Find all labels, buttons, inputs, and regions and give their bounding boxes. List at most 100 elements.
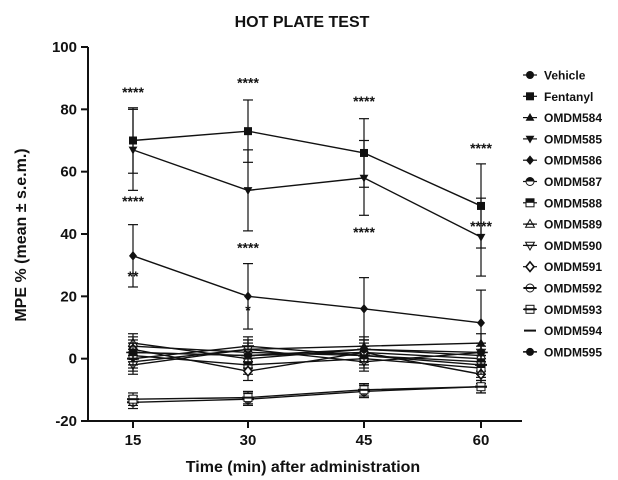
legend-marker (525, 198, 535, 208)
data-point (476, 233, 486, 242)
series-line (132, 348, 482, 375)
data-point (360, 304, 368, 314)
legend-marker (525, 113, 535, 121)
significance-annotations: **************************** ******* (122, 75, 492, 319)
y-tick-label: 0 (69, 351, 77, 368)
series-omdm595 (126, 339, 488, 366)
significance-label: **** (353, 93, 375, 109)
legend-label: OMDM589 (544, 218, 602, 232)
data-point (244, 127, 252, 136)
legend-item: OMDM594 (524, 324, 602, 338)
legend-item: OMDM588 (523, 196, 602, 210)
series-omdm586 (128, 224, 486, 357)
legend-item: OMDM586 (523, 154, 602, 168)
data-point (477, 318, 485, 328)
legend-label: OMDM588 (544, 196, 602, 210)
legend-label: Fentanyl (544, 90, 593, 104)
y-tick-label: 60 (60, 164, 77, 181)
significance-label: * (245, 302, 251, 318)
series-line (132, 348, 482, 357)
legend-item: OMDM593 (523, 303, 602, 317)
legend: Vehicle Fentanyl OMDM584 OMDM585 OMDM586 OMDM… (523, 69, 602, 359)
x-axis-title: Time (min) after administration (186, 459, 420, 476)
chart-title: HOT PLATE TEST (235, 14, 370, 31)
y-tick-label: 100 (52, 39, 77, 56)
legend-item: OMDM589 (523, 218, 602, 232)
series-line (132, 348, 482, 366)
legend-item: OMDM590 (523, 239, 602, 253)
data-point (242, 393, 254, 403)
significance-label: ** (128, 268, 139, 284)
data-point (474, 348, 488, 357)
data-point (358, 385, 370, 395)
legend-item: OMDM595 (523, 345, 602, 359)
legend-label: OMDM592 (544, 282, 602, 296)
series-omdm591 (127, 339, 487, 385)
legend-label: OMDM587 (544, 175, 602, 189)
data-point (129, 251, 137, 261)
series-omdm593 (127, 379, 487, 407)
series-line (132, 255, 482, 324)
series-line (132, 342, 482, 360)
series-line (132, 342, 482, 363)
series-omdm585 (128, 108, 486, 277)
data-point (359, 174, 369, 183)
y-tick-label: -20 (55, 413, 77, 430)
legend-marker (525, 177, 535, 186)
legend-label: OMDM593 (544, 303, 602, 317)
data-point (243, 187, 253, 195)
data-point (128, 146, 138, 155)
legend-item: Fentanyl (523, 90, 593, 104)
legend-marker (526, 71, 534, 79)
data-point (244, 291, 252, 302)
y-tick-label: 40 (60, 226, 77, 243)
legend-label: OMDM594 (544, 324, 602, 338)
series-line (132, 386, 482, 403)
significance-label: **** (122, 84, 144, 100)
data-point (475, 382, 487, 392)
legend-item: OMDM592 (523, 282, 602, 296)
legend-item: Vehicle (523, 69, 586, 83)
legend-marker (526, 155, 534, 165)
legend-marker (524, 218, 536, 228)
legend-marker (523, 347, 537, 356)
significance-label: **** (470, 140, 492, 156)
series-fentanyl (128, 99, 486, 249)
series-omdm592 (127, 379, 487, 410)
y-tick-label: 80 (60, 101, 77, 118)
x-tick-label: 45 (356, 432, 373, 449)
significance-label: **** (237, 240, 259, 256)
legend-label: OMDM586 (544, 154, 602, 168)
significance-label: **** (122, 193, 144, 209)
legend-marker (524, 241, 536, 252)
significance-label: **** (353, 224, 375, 240)
legend-item: OMDM591 (523, 260, 602, 274)
legend-label: OMDM584 (544, 111, 602, 125)
legend-item: OMDM584 (523, 111, 602, 125)
legend-marker (524, 260, 536, 273)
data-point (357, 345, 371, 354)
legend-item: OMDM585 (523, 132, 602, 146)
legend-marker (525, 135, 535, 144)
legend-marker (524, 283, 536, 293)
significance-label: **** (237, 75, 259, 91)
x-tick-label: 15 (125, 432, 142, 449)
series-line (132, 386, 482, 400)
y-axis-title: MPE % (mean ± s.e.m.) (13, 148, 30, 321)
legend-label: OMDM585 (544, 132, 602, 146)
series-line (132, 345, 482, 366)
axes: -20 0 20 40 60 80 100 15 30 45 60 (52, 39, 522, 449)
legend-label: OMDM590 (544, 239, 602, 253)
data-point (126, 348, 140, 357)
legend-label: OMDM591 (544, 260, 602, 274)
data-point (242, 365, 254, 378)
plot-area (126, 99, 488, 410)
data-point (241, 351, 255, 360)
x-tick-label: 60 (473, 432, 490, 449)
legend-item: OMDM587 (523, 175, 602, 189)
legend-marker (526, 92, 534, 101)
series-line (132, 130, 482, 207)
series-line (132, 149, 482, 238)
y-tick-label: 20 (60, 288, 77, 305)
